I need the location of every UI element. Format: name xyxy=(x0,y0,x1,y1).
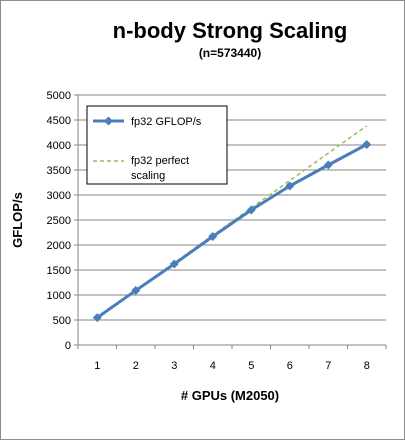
data-point-marker xyxy=(362,140,372,149)
data-point-marker xyxy=(131,286,141,295)
x-axis-title: # GPUs (M2050) xyxy=(181,388,279,403)
chart-title: n-body Strong Scaling xyxy=(113,18,348,43)
legend-label-perfect-line1: fp32 perfect xyxy=(131,155,189,167)
legend-label-perfect-line2: scaling xyxy=(131,170,165,182)
x-tick-label: 6 xyxy=(287,360,293,372)
legend-marker-diamond xyxy=(104,116,113,126)
x-axis-ticks: 1 2 3 4 5 6 7 8 xyxy=(77,345,387,372)
y-tick-label: 3000 xyxy=(47,190,71,202)
y-tick-label: 1000 xyxy=(47,290,71,302)
x-tick-label: 8 xyxy=(364,360,370,372)
y-tick-label: 500 xyxy=(53,315,71,327)
y-axis-ticks: 0 500 1000 1500 2000 2500 3000 3500 4000 4500 5000 xyxy=(47,90,78,352)
y-tick-label: 1500 xyxy=(47,265,71,277)
y-tick-label: 2000 xyxy=(47,240,71,252)
data-point-marker xyxy=(92,313,102,323)
data-point-marker xyxy=(323,160,333,170)
series-line-measured xyxy=(96,143,368,319)
data-point-marker xyxy=(246,205,256,215)
x-tick-label: 1 xyxy=(94,360,100,372)
x-tick-label: 7 xyxy=(325,360,331,372)
data-point-marker xyxy=(285,181,295,191)
x-tick-label: 3 xyxy=(171,360,177,372)
y-axis-title: GFLOP/s xyxy=(10,192,25,248)
y-tick-label: 3500 xyxy=(47,165,71,177)
data-point-marker xyxy=(208,232,218,241)
legend: fp32 GFLOP/s fp32 perfect scaling xyxy=(86,105,228,185)
x-tick-label: 4 xyxy=(210,360,216,372)
x-tick-label: 2 xyxy=(133,360,139,372)
data-point-marker xyxy=(169,259,179,269)
series-group xyxy=(92,125,372,323)
chart-subtitle: (n=573440) xyxy=(199,46,261,60)
legend-label-measured: fp32 GFLOP/s xyxy=(131,116,202,128)
y-tick-label: 4500 xyxy=(47,115,71,127)
series-line-perfect xyxy=(96,125,368,319)
y-tick-label: 2500 xyxy=(47,215,71,227)
y-tick-label: 4000 xyxy=(47,140,71,152)
y-tick-label: 0 xyxy=(65,340,71,352)
x-tick-label: 5 xyxy=(248,360,254,372)
y-tick-label: 5000 xyxy=(47,90,71,102)
